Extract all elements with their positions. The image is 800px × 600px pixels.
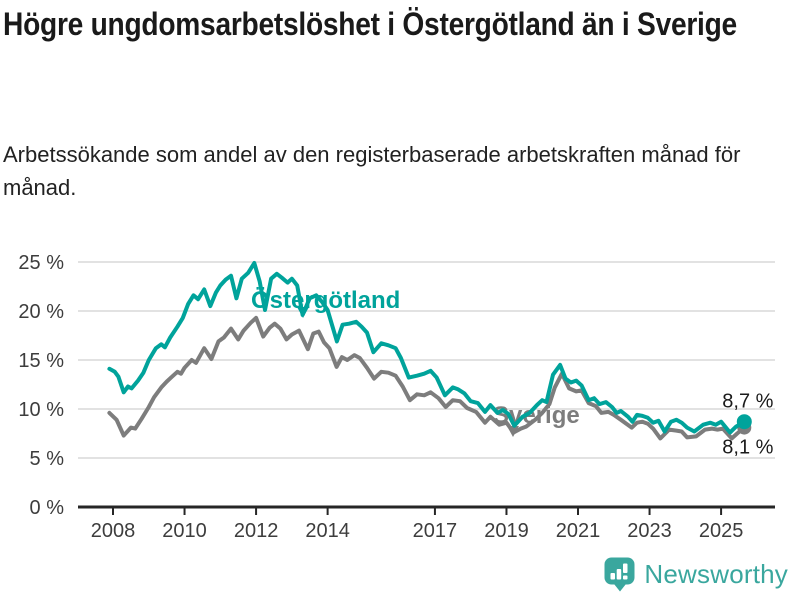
brand-name: Newsworthy: [644, 559, 788, 589]
series-pointer-arrow-ostergotland: [297, 307, 309, 318]
series-line-sverige: [107, 315, 747, 441]
x-tick-label: 2025: [699, 520, 744, 542]
y-tick-label: 15 %: [18, 350, 64, 372]
unemployment-line-chart: 0 % 5 % 10 % 15 % 20 % 25 % 2008 2010 2012 2014 20…: [18, 252, 775, 542]
series-pointer-arrow-sverige: [507, 426, 519, 437]
chart-subtitle: Arbetssökande som andel av den registerb…: [3, 142, 741, 200]
x-tick-label: 2014: [305, 520, 350, 542]
x-tick-label: 2012: [234, 520, 279, 542]
newsworthy-logo-icon: [604, 557, 635, 592]
y-tick-label: 25 %: [18, 252, 64, 274]
y-tick-label: 10 %: [18, 399, 64, 421]
y-tick-label: 0 %: [30, 497, 65, 519]
x-tick-label: 2017: [413, 520, 458, 542]
x-tick-label: 2023: [627, 520, 672, 542]
y-tick-label: 5 %: [30, 448, 65, 470]
x-tick-label: 2010: [162, 520, 207, 542]
x-tick-label: 2021: [556, 520, 601, 542]
series-line-ostergotland: [107, 261, 747, 435]
end-value-label-ostergotland: 8,7 %: [722, 391, 773, 413]
brand-footer: Newsworthy: [604, 557, 788, 592]
series-end-dot-ostergotland: [736, 414, 752, 430]
series-name-label-ostergotland: Östergötland: [251, 287, 400, 314]
end-value-label-sverige: 8,1 %: [722, 437, 773, 459]
y-tick-label: 20 %: [18, 301, 64, 323]
x-tick-label: 2008: [91, 520, 136, 542]
x-tick-label: 2019: [484, 520, 529, 542]
page-title: Högre ungdomsarbetslöshet i Östergötland…: [3, 6, 737, 42]
